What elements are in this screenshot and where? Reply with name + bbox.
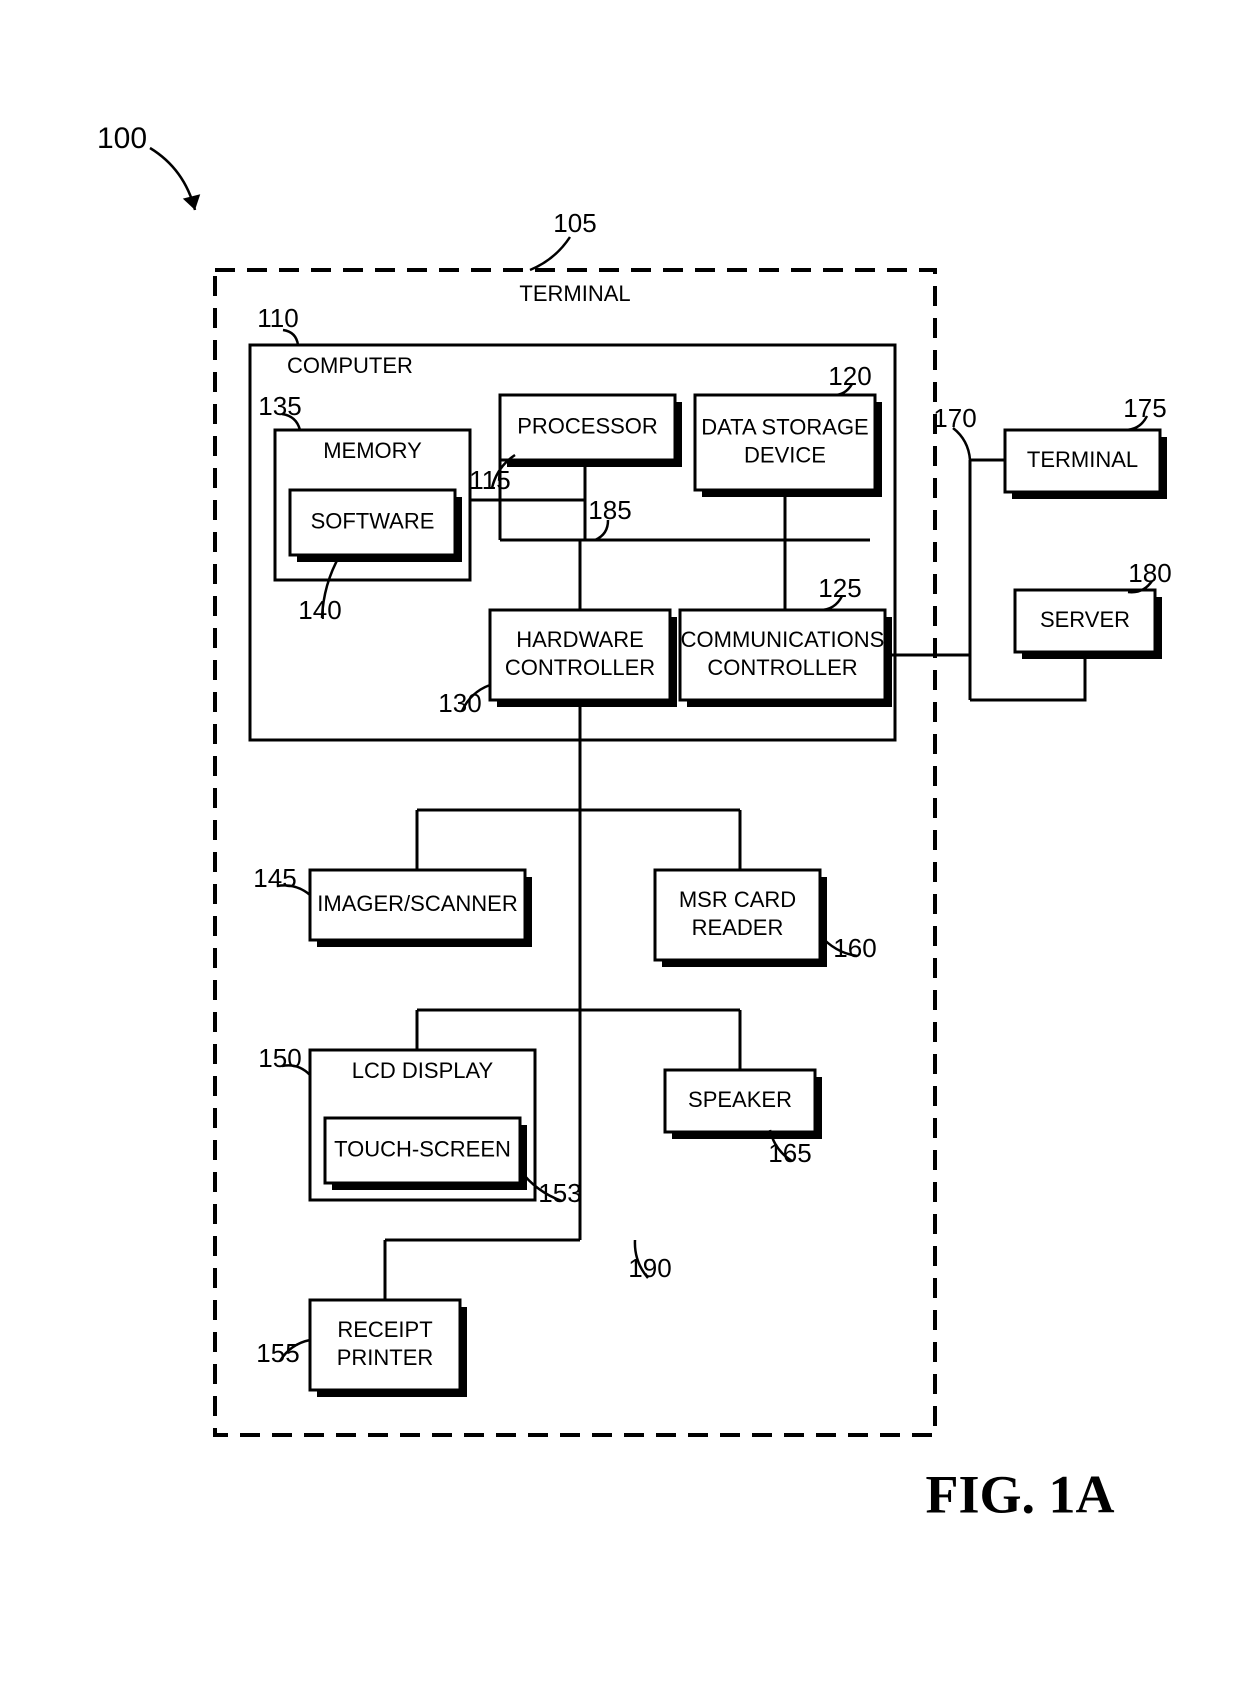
svg-text:FIG. 1A: FIG. 1A xyxy=(926,1464,1115,1524)
svg-text:DATA STORAGE: DATA STORAGE xyxy=(701,414,868,439)
svg-text:170: 170 xyxy=(933,403,976,433)
svg-text:160: 160 xyxy=(833,933,876,963)
svg-text:153: 153 xyxy=(538,1178,581,1208)
svg-text:125: 125 xyxy=(818,573,861,603)
svg-text:105: 105 xyxy=(553,208,596,238)
svg-text:LCD DISPLAY: LCD DISPLAY xyxy=(352,1058,494,1083)
svg-text:SERVER: SERVER xyxy=(1040,607,1130,632)
svg-text:CONTROLLER: CONTROLLER xyxy=(707,655,857,680)
svg-text:RECEIPT: RECEIPT xyxy=(337,1317,432,1342)
svg-text:190: 190 xyxy=(628,1253,671,1283)
svg-text:185: 185 xyxy=(588,495,631,525)
svg-text:HARDWARE: HARDWARE xyxy=(516,627,644,652)
svg-text:COMMUNICATIONS: COMMUNICATIONS xyxy=(681,627,885,652)
svg-text:175: 175 xyxy=(1123,393,1166,423)
svg-text:COMPUTER: COMPUTER xyxy=(287,353,413,378)
svg-text:145: 145 xyxy=(253,863,296,893)
svg-text:135: 135 xyxy=(258,391,301,421)
svg-text:TERMINAL: TERMINAL xyxy=(519,281,630,306)
svg-text:PRINTER: PRINTER xyxy=(337,1345,434,1370)
svg-text:115: 115 xyxy=(469,465,510,495)
svg-text:CONTROLLER: CONTROLLER xyxy=(505,655,655,680)
svg-text:DEVICE: DEVICE xyxy=(744,442,826,467)
svg-text:120: 120 xyxy=(828,361,871,391)
svg-text:READER: READER xyxy=(692,915,784,940)
svg-text:140: 140 xyxy=(298,595,341,625)
svg-text:150: 150 xyxy=(258,1043,301,1073)
svg-text:TERMINAL: TERMINAL xyxy=(1027,447,1138,472)
svg-text:180: 180 xyxy=(1128,558,1171,588)
svg-text:110: 110 xyxy=(257,303,298,333)
svg-text:IMAGER/SCANNER: IMAGER/SCANNER xyxy=(317,891,517,916)
svg-text:MEMORY: MEMORY xyxy=(323,438,422,463)
svg-text:MSR CARD: MSR CARD xyxy=(679,887,796,912)
svg-text:SPEAKER: SPEAKER xyxy=(688,1087,792,1112)
svg-text:SOFTWARE: SOFTWARE xyxy=(311,508,435,533)
svg-text:130: 130 xyxy=(438,688,481,718)
svg-text:165: 165 xyxy=(768,1138,811,1168)
svg-text:TOUCH-SCREEN: TOUCH-SCREEN xyxy=(334,1136,511,1161)
svg-text:100: 100 xyxy=(97,122,147,155)
svg-text:PROCESSOR: PROCESSOR xyxy=(517,413,658,438)
svg-text:155: 155 xyxy=(256,1338,299,1368)
block-diagram: TERMINAL 105 100 COMPUTER 110 MEMORY 135 SOFTWA… xyxy=(0,0,1240,1684)
